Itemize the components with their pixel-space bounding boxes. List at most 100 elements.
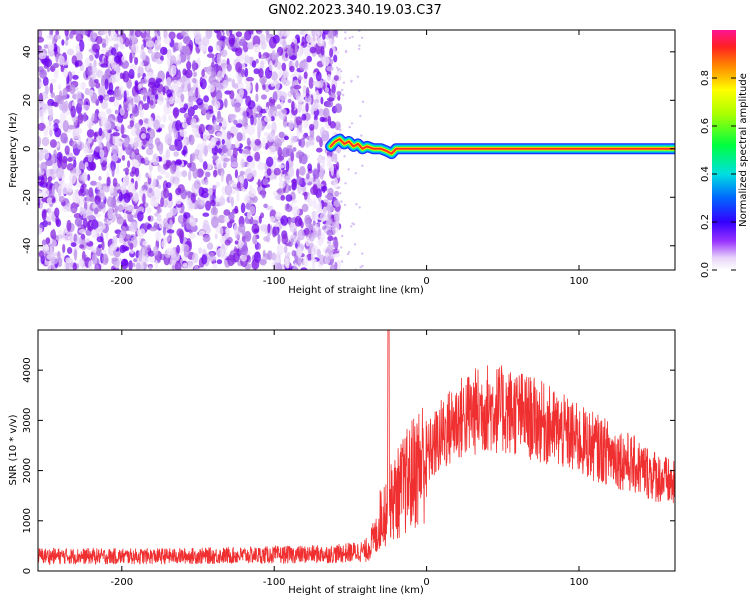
spectrogram-frame bbox=[37, 29, 676, 271]
noise-speck bbox=[84, 238, 91, 243]
noise-speck bbox=[288, 185, 292, 192]
noise-speck bbox=[254, 151, 261, 162]
noise-speck bbox=[98, 244, 102, 249]
noise-speck bbox=[297, 47, 303, 58]
noise-speck bbox=[147, 215, 151, 222]
noise-speck bbox=[333, 54, 338, 63]
noise-speck bbox=[148, 128, 156, 140]
noise-speck bbox=[275, 52, 280, 58]
noise-speck bbox=[85, 66, 94, 76]
noise-speck bbox=[139, 103, 143, 116]
noise-speck bbox=[326, 155, 332, 164]
noise-speck bbox=[216, 40, 224, 46]
noise-speck bbox=[280, 101, 284, 107]
noise-speck bbox=[194, 188, 199, 194]
noise-speck bbox=[234, 104, 241, 113]
noise-speck bbox=[188, 170, 192, 181]
noise-speck bbox=[344, 182, 347, 185]
noise-speck bbox=[46, 66, 50, 73]
noise-speck bbox=[135, 262, 141, 270]
noise-speck bbox=[291, 179, 298, 184]
noise-speck bbox=[145, 132, 150, 142]
noise-speck bbox=[198, 247, 203, 254]
noise-speck bbox=[70, 208, 77, 213]
noise-speck bbox=[166, 247, 174, 256]
noise-speck bbox=[45, 159, 54, 166]
noise-speck bbox=[234, 140, 240, 149]
noise-speck bbox=[252, 234, 257, 245]
noise-speck bbox=[86, 129, 95, 138]
noise-speck bbox=[356, 75, 360, 78]
noise-speck bbox=[120, 124, 125, 135]
noise-speck bbox=[195, 149, 199, 155]
colorbar-label: Normalized spectral amplitude bbox=[738, 73, 749, 227]
spectrogram-y-tick-label: -20 bbox=[22, 189, 33, 205]
noise-speck bbox=[91, 161, 96, 171]
noise-speck bbox=[56, 95, 64, 105]
noise-speck bbox=[121, 155, 126, 161]
noise-speck bbox=[134, 148, 140, 156]
noise-speck bbox=[233, 83, 239, 90]
noise-speck bbox=[322, 206, 327, 215]
noise-speck bbox=[183, 103, 188, 111]
snr-y-tick-label: 1000 bbox=[22, 508, 33, 533]
noise-speck bbox=[81, 207, 87, 215]
noise-speck bbox=[326, 66, 334, 72]
noise-speck bbox=[67, 182, 73, 193]
snr-y-tick-label: 3000 bbox=[22, 408, 33, 433]
noise-speck bbox=[341, 234, 344, 238]
noise-speck bbox=[129, 242, 134, 250]
noise-speck bbox=[304, 214, 312, 225]
noise-speck bbox=[112, 132, 120, 137]
noise-speck bbox=[129, 52, 133, 64]
noise-speck bbox=[47, 51, 55, 56]
noise-speck bbox=[246, 76, 254, 82]
noise-speck bbox=[162, 113, 167, 123]
noise-speck bbox=[271, 71, 278, 81]
snr-y-tick-label: 2000 bbox=[22, 458, 33, 483]
colorbar-ticks: 0.0 0.2 0.4 0.6 0.8 bbox=[700, 70, 736, 278]
noise-speck bbox=[146, 187, 155, 199]
noise-speck bbox=[302, 85, 307, 94]
noise-speck bbox=[285, 204, 293, 213]
noise-speck bbox=[197, 151, 204, 160]
noise-speck bbox=[154, 81, 161, 89]
noise-speck bbox=[49, 30, 54, 36]
noise-speck bbox=[322, 202, 328, 207]
noise-speck bbox=[216, 53, 222, 65]
noise-speck bbox=[139, 187, 143, 198]
noise-speck bbox=[46, 124, 55, 131]
noise-speck bbox=[99, 149, 105, 158]
noise-speck bbox=[319, 168, 324, 180]
noise-speck bbox=[87, 154, 93, 163]
noise-speck bbox=[59, 111, 67, 124]
noise-speck bbox=[88, 77, 96, 88]
noise-speck bbox=[326, 201, 332, 210]
noise-speck bbox=[287, 217, 292, 225]
noise-speck bbox=[308, 223, 314, 230]
noise-speck bbox=[224, 239, 231, 246]
noise-speck bbox=[139, 228, 146, 237]
noise-speck bbox=[281, 30, 289, 37]
noise-speck bbox=[168, 123, 173, 135]
snr-x-label: Height of straight line (km) bbox=[288, 585, 424, 596]
noise-speck bbox=[140, 30, 147, 39]
noise-speck bbox=[210, 137, 216, 149]
noise-speck bbox=[169, 55, 177, 67]
noise-speck bbox=[89, 31, 96, 43]
spectrogram-y-tick-label: 40 bbox=[22, 45, 33, 58]
noise-speck bbox=[201, 254, 208, 265]
noise-speck bbox=[309, 123, 315, 131]
noise-speck bbox=[358, 47, 361, 51]
noise-speck bbox=[82, 217, 88, 229]
noise-speck bbox=[292, 206, 300, 217]
noise-speck bbox=[287, 252, 291, 257]
noise-speck bbox=[244, 230, 252, 242]
noise-speck bbox=[38, 250, 45, 258]
noise-speck bbox=[339, 128, 342, 132]
noise-speck bbox=[131, 151, 135, 162]
noise-speck bbox=[95, 35, 103, 45]
noise-speck bbox=[360, 36, 364, 39]
noise-speck bbox=[217, 214, 226, 224]
